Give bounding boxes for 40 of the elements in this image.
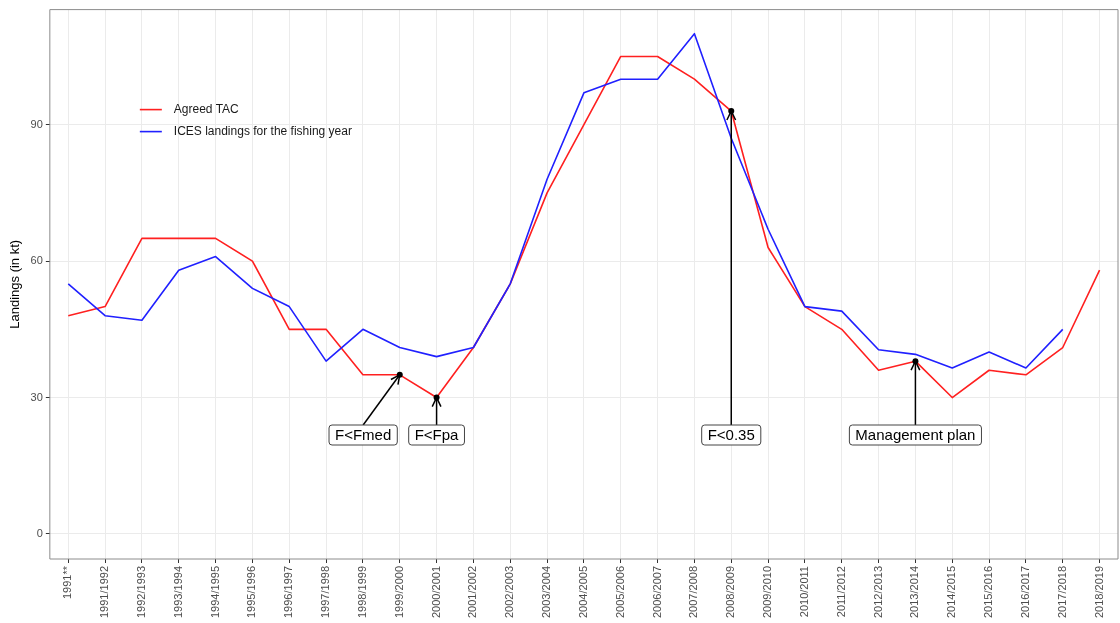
x-tick-label: 2014/2015	[945, 566, 958, 618]
annotation: F<Fmed	[335, 426, 392, 444]
y-tick-label: 60	[30, 254, 43, 267]
x-tick-label: 1996/1997	[282, 566, 295, 618]
x-tick-label: 2016/2017	[1018, 566, 1031, 618]
x-tick-label: 2018/2019	[1092, 566, 1105, 618]
x-tick-label: 2008/2009	[724, 566, 737, 618]
y-tick-label: 0	[36, 527, 43, 540]
legend-label: ICES landings for the fishing year	[173, 123, 352, 138]
x-tick-label: 2002/2003	[503, 566, 516, 618]
x-tick-label: 1997/1998	[319, 566, 332, 618]
x-tick-label: 2009/2010	[761, 566, 774, 618]
x-tick-label: 1995/1996	[245, 566, 258, 618]
x-tick-label: 1991**	[61, 565, 74, 600]
x-tick-label: 2000/2001	[429, 566, 442, 618]
x-tick-label: 2006/2007	[650, 566, 663, 618]
x-tick-label: 1993/1994	[171, 566, 184, 618]
x-tick-label: 2007/2008	[687, 566, 700, 618]
y-tick-label: 30	[30, 390, 43, 403]
x-tick-label: 1992/1993	[134, 566, 147, 618]
x-tick-label: 2011/2012	[834, 566, 847, 618]
legend-label: Agreed TAC	[173, 101, 240, 116]
x-tick-label: 1999/2000	[392, 566, 405, 618]
y-tick-label: 90	[30, 117, 43, 130]
x-tick-label: 2010/2011	[797, 566, 810, 618]
annotation: F<Fpa	[414, 426, 460, 444]
y-axis-title: Landings (in kt)	[7, 239, 23, 329]
x-tick-label: 2005/2006	[613, 566, 626, 618]
x-tick-label: 1998/1999	[355, 566, 368, 618]
x-tick-label: 2012/2013	[871, 566, 884, 618]
x-tick-label: 2015/2016	[982, 566, 995, 618]
x-tick-label: 2004/2005	[576, 566, 589, 618]
annotation: Management plan	[855, 426, 976, 444]
x-tick-label: 2003/2004	[540, 566, 553, 618]
x-tick-label: 2017/2018	[1055, 566, 1068, 618]
x-tick-label: 2013/2014	[908, 566, 921, 618]
annotation: F<0.35	[707, 426, 755, 444]
x-tick-label: 2001/2002	[466, 566, 479, 618]
x-tick-label: 1991/1992	[98, 566, 111, 618]
x-tick-label: 1994/1995	[208, 566, 221, 618]
